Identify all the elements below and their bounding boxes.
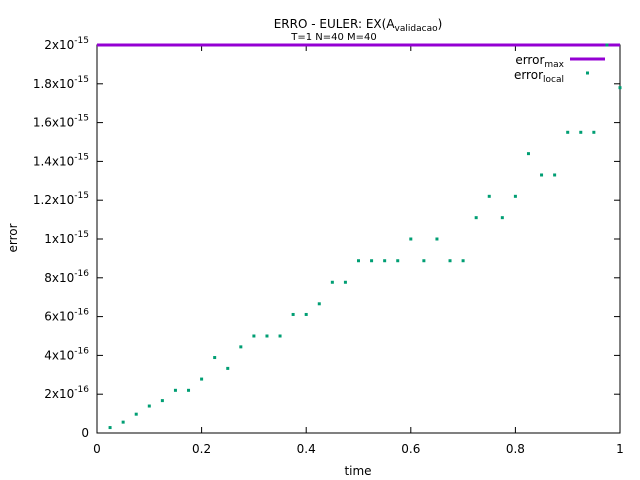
data-point-error-local: [343, 280, 347, 284]
y-tick-mantissa: 1.2x10: [33, 193, 74, 207]
data-point-error-local: [147, 404, 151, 408]
data-point-error-local: [409, 237, 413, 241]
y-tick-exponent: -16: [74, 385, 89, 395]
y-tick-label: 2x10-15: [44, 36, 89, 52]
y-tick-exponent: -15: [74, 75, 89, 85]
y-tick-label: 1x10-15: [44, 230, 89, 246]
data-point-error-local: [239, 345, 243, 349]
y-tick-exponent: -16: [74, 308, 89, 318]
y-tick-label: 1.4x10-15: [33, 152, 89, 168]
data-point-error-local: [370, 259, 374, 263]
data-point-error-local: [618, 86, 622, 90]
data-point-error-local: [265, 334, 269, 338]
y-tick-mantissa: 2x10: [44, 38, 74, 52]
data-point-error-local: [304, 312, 308, 316]
data-point-error-local: [278, 334, 282, 338]
y-tick-label: 4x10-16: [44, 346, 89, 362]
data-point-error-local: [330, 280, 334, 284]
y-axis-label: error: [6, 223, 20, 252]
y-tick-mantissa: 1.6x10: [33, 116, 74, 130]
data-point-error-local: [213, 356, 217, 360]
x-axis-label: time: [344, 464, 371, 478]
y-tick-exponent: -15: [74, 230, 89, 240]
x-tick-label: 0.4: [297, 442, 316, 456]
data-point-error-local: [108, 426, 112, 430]
y-tick-exponent: -15: [74, 191, 89, 201]
y-tick-mantissa: 4x10: [44, 348, 74, 362]
data-point-error-local: [513, 194, 517, 198]
data-point-error-local: [200, 377, 204, 381]
x-tick-label: 0: [93, 442, 101, 456]
y-tick-label: 2x10-16: [44, 385, 89, 401]
x-tick-label: 0.6: [401, 442, 420, 456]
y-tick-mantissa: 6x10: [44, 310, 74, 324]
data-point-error-local: [553, 173, 557, 177]
legend-label-error-local: errorlocal: [514, 68, 564, 85]
y-tick-exponent: -15: [74, 114, 89, 124]
data-point-error-local: [173, 388, 177, 392]
chart-title-main: ERRO - EULER: EX(A: [274, 17, 396, 31]
y-tick-mantissa: 1.8x10: [33, 77, 74, 91]
y-tick-exponent: -16: [74, 346, 89, 356]
data-point-error-local: [383, 259, 387, 263]
y-tick-mantissa: 2x10: [44, 387, 74, 401]
data-point-error-local: [605, 43, 609, 47]
data-point-error-local: [448, 259, 452, 263]
chart-title: ERRO - EULER: EX(Avalidacao): [274, 17, 443, 34]
y-tick-label: 1.6x10-15: [33, 114, 89, 130]
chart-title-suffix: ): [438, 17, 443, 31]
legend-label-error-max-sub: max: [544, 60, 564, 70]
chart-subtitle: T=1 N=40 M=40: [290, 32, 377, 43]
axis-ticks: 0 0.2 0.4 0.6 0.8 102x10-164x10-166x10-168x10…: [33, 36, 624, 456]
data-point-error-local: [291, 312, 295, 316]
y-tick-exponent: -15: [74, 152, 89, 162]
y-tick-mantissa: 1.4x10: [33, 154, 74, 168]
legend: errormax errorlocal: [514, 53, 605, 85]
y-tick-label: 6x10-16: [44, 308, 89, 324]
chart-title-subscript: validacao: [395, 24, 439, 34]
x-tick-label: 0.8: [506, 442, 525, 456]
y-tick-exponent: -15: [74, 36, 89, 46]
legend-label-error-max-name: error: [515, 53, 544, 67]
data-point-error-local: [226, 366, 230, 370]
data-point-error-local: [474, 216, 478, 220]
y-tick-label: 1.8x10-15: [33, 75, 89, 91]
data-point-error-local: [134, 412, 138, 416]
legend-label-error-local-name: error: [514, 68, 543, 82]
data-point-error-local: [461, 259, 465, 263]
data-point-error-local: [357, 259, 360, 263]
data-point-error-local: [121, 420, 125, 424]
data-point-error-local: [579, 130, 583, 134]
legend-swatch-error-local: [586, 71, 589, 75]
legend-label-error-max: errormax: [515, 53, 564, 70]
data-point-error-local: [540, 173, 544, 177]
data-point-error-local: [526, 152, 530, 156]
y-tick-label: 1.2x10-15: [33, 191, 89, 207]
data-point-error-local: [317, 302, 321, 306]
data-point-error-local: [566, 130, 570, 134]
data-point-error-local: [487, 194, 491, 198]
series-layer: [97, 43, 622, 430]
data-point-error-local: [187, 388, 191, 392]
data-point-error-local: [422, 259, 426, 263]
data-point-error-local: [252, 334, 256, 338]
y-tick-exponent: -16: [74, 269, 89, 279]
data-point-error-local: [435, 237, 439, 241]
y-tick-mantissa: 0: [81, 426, 89, 440]
y-tick-label: 0: [81, 426, 89, 440]
y-tick-label: 8x10-16: [44, 269, 89, 285]
x-tick-label: 1: [616, 442, 624, 456]
x-tick-label: 0.2: [192, 442, 211, 456]
plot-frame: [96, 44, 621, 434]
y-tick-mantissa: 8x10: [44, 271, 74, 285]
y-tick-mantissa: 1x10: [44, 232, 74, 246]
data-point-error-local: [160, 399, 164, 403]
data-point-error-local: [500, 216, 504, 220]
legend-label-error-local-sub: local: [543, 75, 564, 85]
data-point-error-local: [592, 130, 596, 134]
data-point-error-local: [396, 259, 400, 263]
